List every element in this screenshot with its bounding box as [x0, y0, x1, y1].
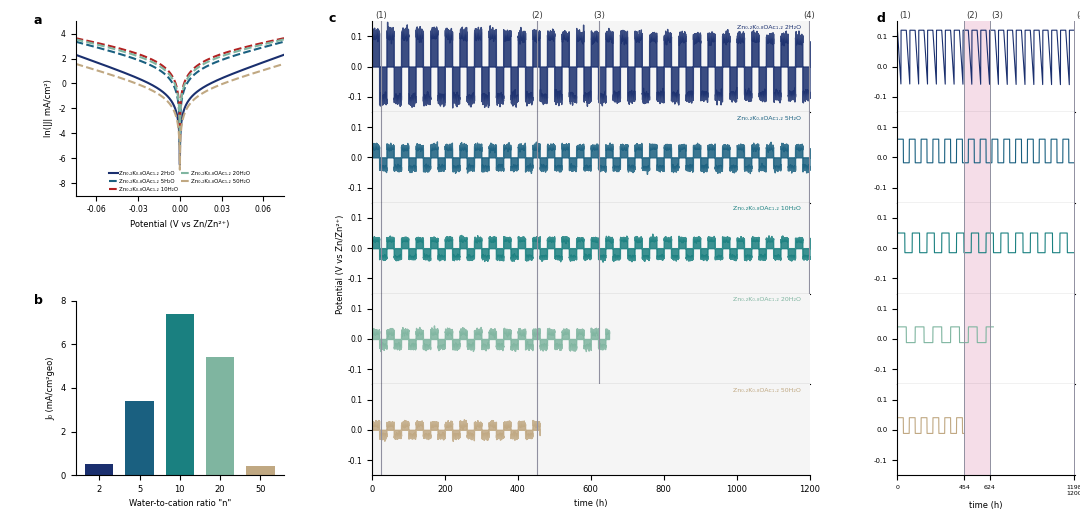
Bar: [989, 294, 1075, 384]
Bar: [989, 384, 1075, 475]
X-axis label: time (h): time (h): [969, 501, 1002, 510]
Text: Zn₀.₂K₀.₈OAc₁.₂ 2H₂O: Zn₀.₂K₀.₈OAc₁.₂ 2H₂O: [737, 25, 801, 30]
Bar: [897, 203, 964, 294]
Bar: [989, 203, 1075, 294]
Text: (4): (4): [804, 11, 814, 20]
Bar: [989, 112, 1075, 203]
Text: Potential (V vs Zn/Zn²⁺): Potential (V vs Zn/Zn²⁺): [336, 214, 345, 314]
Bar: [964, 384, 989, 475]
Text: Zn₀.₂K₀.₈OAc₁.₂ 5H₂O: Zn₀.₂K₀.₈OAc₁.₂ 5H₂O: [737, 116, 801, 120]
Bar: [125, 401, 153, 475]
Text: (2): (2): [966, 11, 977, 20]
Text: (3): (3): [594, 11, 606, 20]
Bar: [897, 384, 964, 475]
X-axis label: Water-to-cation ratio "n": Water-to-cation ratio "n": [129, 499, 231, 508]
Bar: [964, 294, 989, 384]
Text: c: c: [328, 12, 336, 25]
Y-axis label: ln(|J| mA/cm²): ln(|J| mA/cm²): [43, 80, 53, 137]
X-axis label: time (h): time (h): [573, 499, 607, 508]
Text: (3): (3): [991, 11, 1003, 20]
Bar: [897, 112, 964, 203]
Text: (4): (4): [1076, 11, 1080, 20]
Bar: [989, 21, 1075, 112]
Text: (1): (1): [899, 11, 910, 20]
Text: d: d: [876, 12, 885, 25]
Text: Zn₀.₂K₀.₈OAc₁.₂ 50H₂O: Zn₀.₂K₀.₈OAc₁.₂ 50H₂O: [733, 388, 801, 393]
X-axis label: Potential (V vs Zn/Zn²⁺): Potential (V vs Zn/Zn²⁺): [130, 220, 230, 229]
Bar: [165, 314, 194, 475]
Text: (1): (1): [375, 11, 387, 20]
Text: Zn₀.₂K₀.₈OAc₁.₂ 10H₂O: Zn₀.₂K₀.₈OAc₁.₂ 10H₂O: [733, 206, 801, 211]
Y-axis label: J₀ (mA/cm²geo): J₀ (mA/cm²geo): [46, 356, 55, 420]
Bar: [206, 357, 234, 475]
Bar: [897, 21, 964, 112]
Bar: [964, 112, 989, 203]
Text: (2): (2): [531, 11, 543, 20]
Text: Zn₀.₂K₀.₈OAc₁.₂ 20H₂O: Zn₀.₂K₀.₈OAc₁.₂ 20H₂O: [733, 297, 801, 302]
Bar: [246, 466, 274, 475]
Legend: Zn₀.₂K₀.₈OAc₁.₂ 2H₂O, Zn₀.₂K₀.₈OAc₁.₂ 5H₂O, Zn₀.₂K₀.₈OAc₁.₂ 10H₂O, Zn₀.₂K₀.₈OAc₁: Zn₀.₂K₀.₈OAc₁.₂ 2H₂O, Zn₀.₂K₀.₈OAc₁.₂ 5H…: [108, 170, 252, 193]
Bar: [964, 21, 989, 112]
Bar: [897, 294, 964, 384]
Text: a: a: [33, 14, 42, 27]
Text: b: b: [33, 294, 43, 307]
Bar: [85, 464, 113, 475]
Bar: [964, 203, 989, 294]
